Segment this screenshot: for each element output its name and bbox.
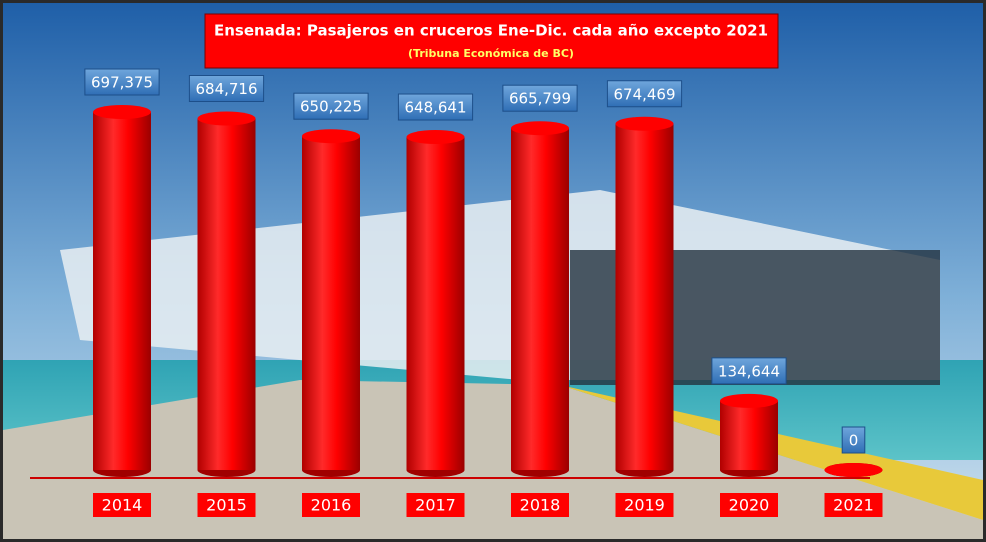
chart-subtitle: (Tribuna Económica de BC) [408, 47, 574, 60]
bar-top [406, 130, 465, 145]
value-label-box [293, 92, 369, 120]
value-label: 684,716 [195, 80, 257, 98]
bar-top [302, 129, 360, 144]
value-label: 134,644 [718, 362, 780, 380]
title-box [204, 13, 779, 69]
value-label: 665,799 [509, 90, 571, 108]
x-tick-label: 2015 [206, 496, 247, 515]
value-label: 674,469 [613, 85, 675, 103]
value-label-box [502, 84, 578, 112]
bar-top [511, 121, 569, 136]
x-tick-label: 2019 [624, 496, 665, 515]
value-label-box [188, 74, 265, 102]
value-label: 697,375 [91, 74, 153, 92]
x-tick-label: 2018 [520, 496, 561, 515]
value-label-box [84, 68, 160, 96]
x-tick-box [406, 493, 465, 517]
x-tick-label: 2016 [311, 496, 352, 515]
bar-top [720, 393, 778, 408]
value-label-box [711, 357, 787, 385]
x-tick-box [720, 493, 778, 517]
x-tick-label: 2021 [833, 496, 874, 515]
x-tick-label: 2020 [729, 496, 770, 515]
bar [406, 137, 465, 471]
x-tick-box [302, 493, 360, 517]
x-tick-box [511, 493, 569, 517]
value-label: 648,641 [404, 99, 466, 117]
bar-top [824, 463, 883, 477]
x-tick-label: 2017 [415, 496, 456, 515]
value-label: 0 [849, 432, 859, 450]
bar-top [615, 116, 674, 131]
x-tick-box [615, 493, 674, 517]
bar [511, 128, 569, 470]
x-tick-box [93, 493, 151, 517]
x-tick-box [197, 493, 256, 517]
chart-title: Ensenada: Pasajeros en cruceros Ene-Dic.… [214, 22, 768, 40]
bar [615, 123, 674, 470]
bar-top [93, 105, 151, 119]
x-tick-label: 2014 [102, 496, 143, 515]
x-tick-box [824, 493, 883, 517]
value-label-box [606, 80, 683, 108]
bar [720, 400, 778, 470]
value-label-box [397, 93, 474, 121]
bar [93, 112, 151, 470]
bar-top [197, 111, 256, 126]
bar [197, 118, 256, 471]
value-label-box [841, 426, 866, 454]
value-label: 650,225 [300, 98, 362, 116]
bar [302, 136, 360, 470]
